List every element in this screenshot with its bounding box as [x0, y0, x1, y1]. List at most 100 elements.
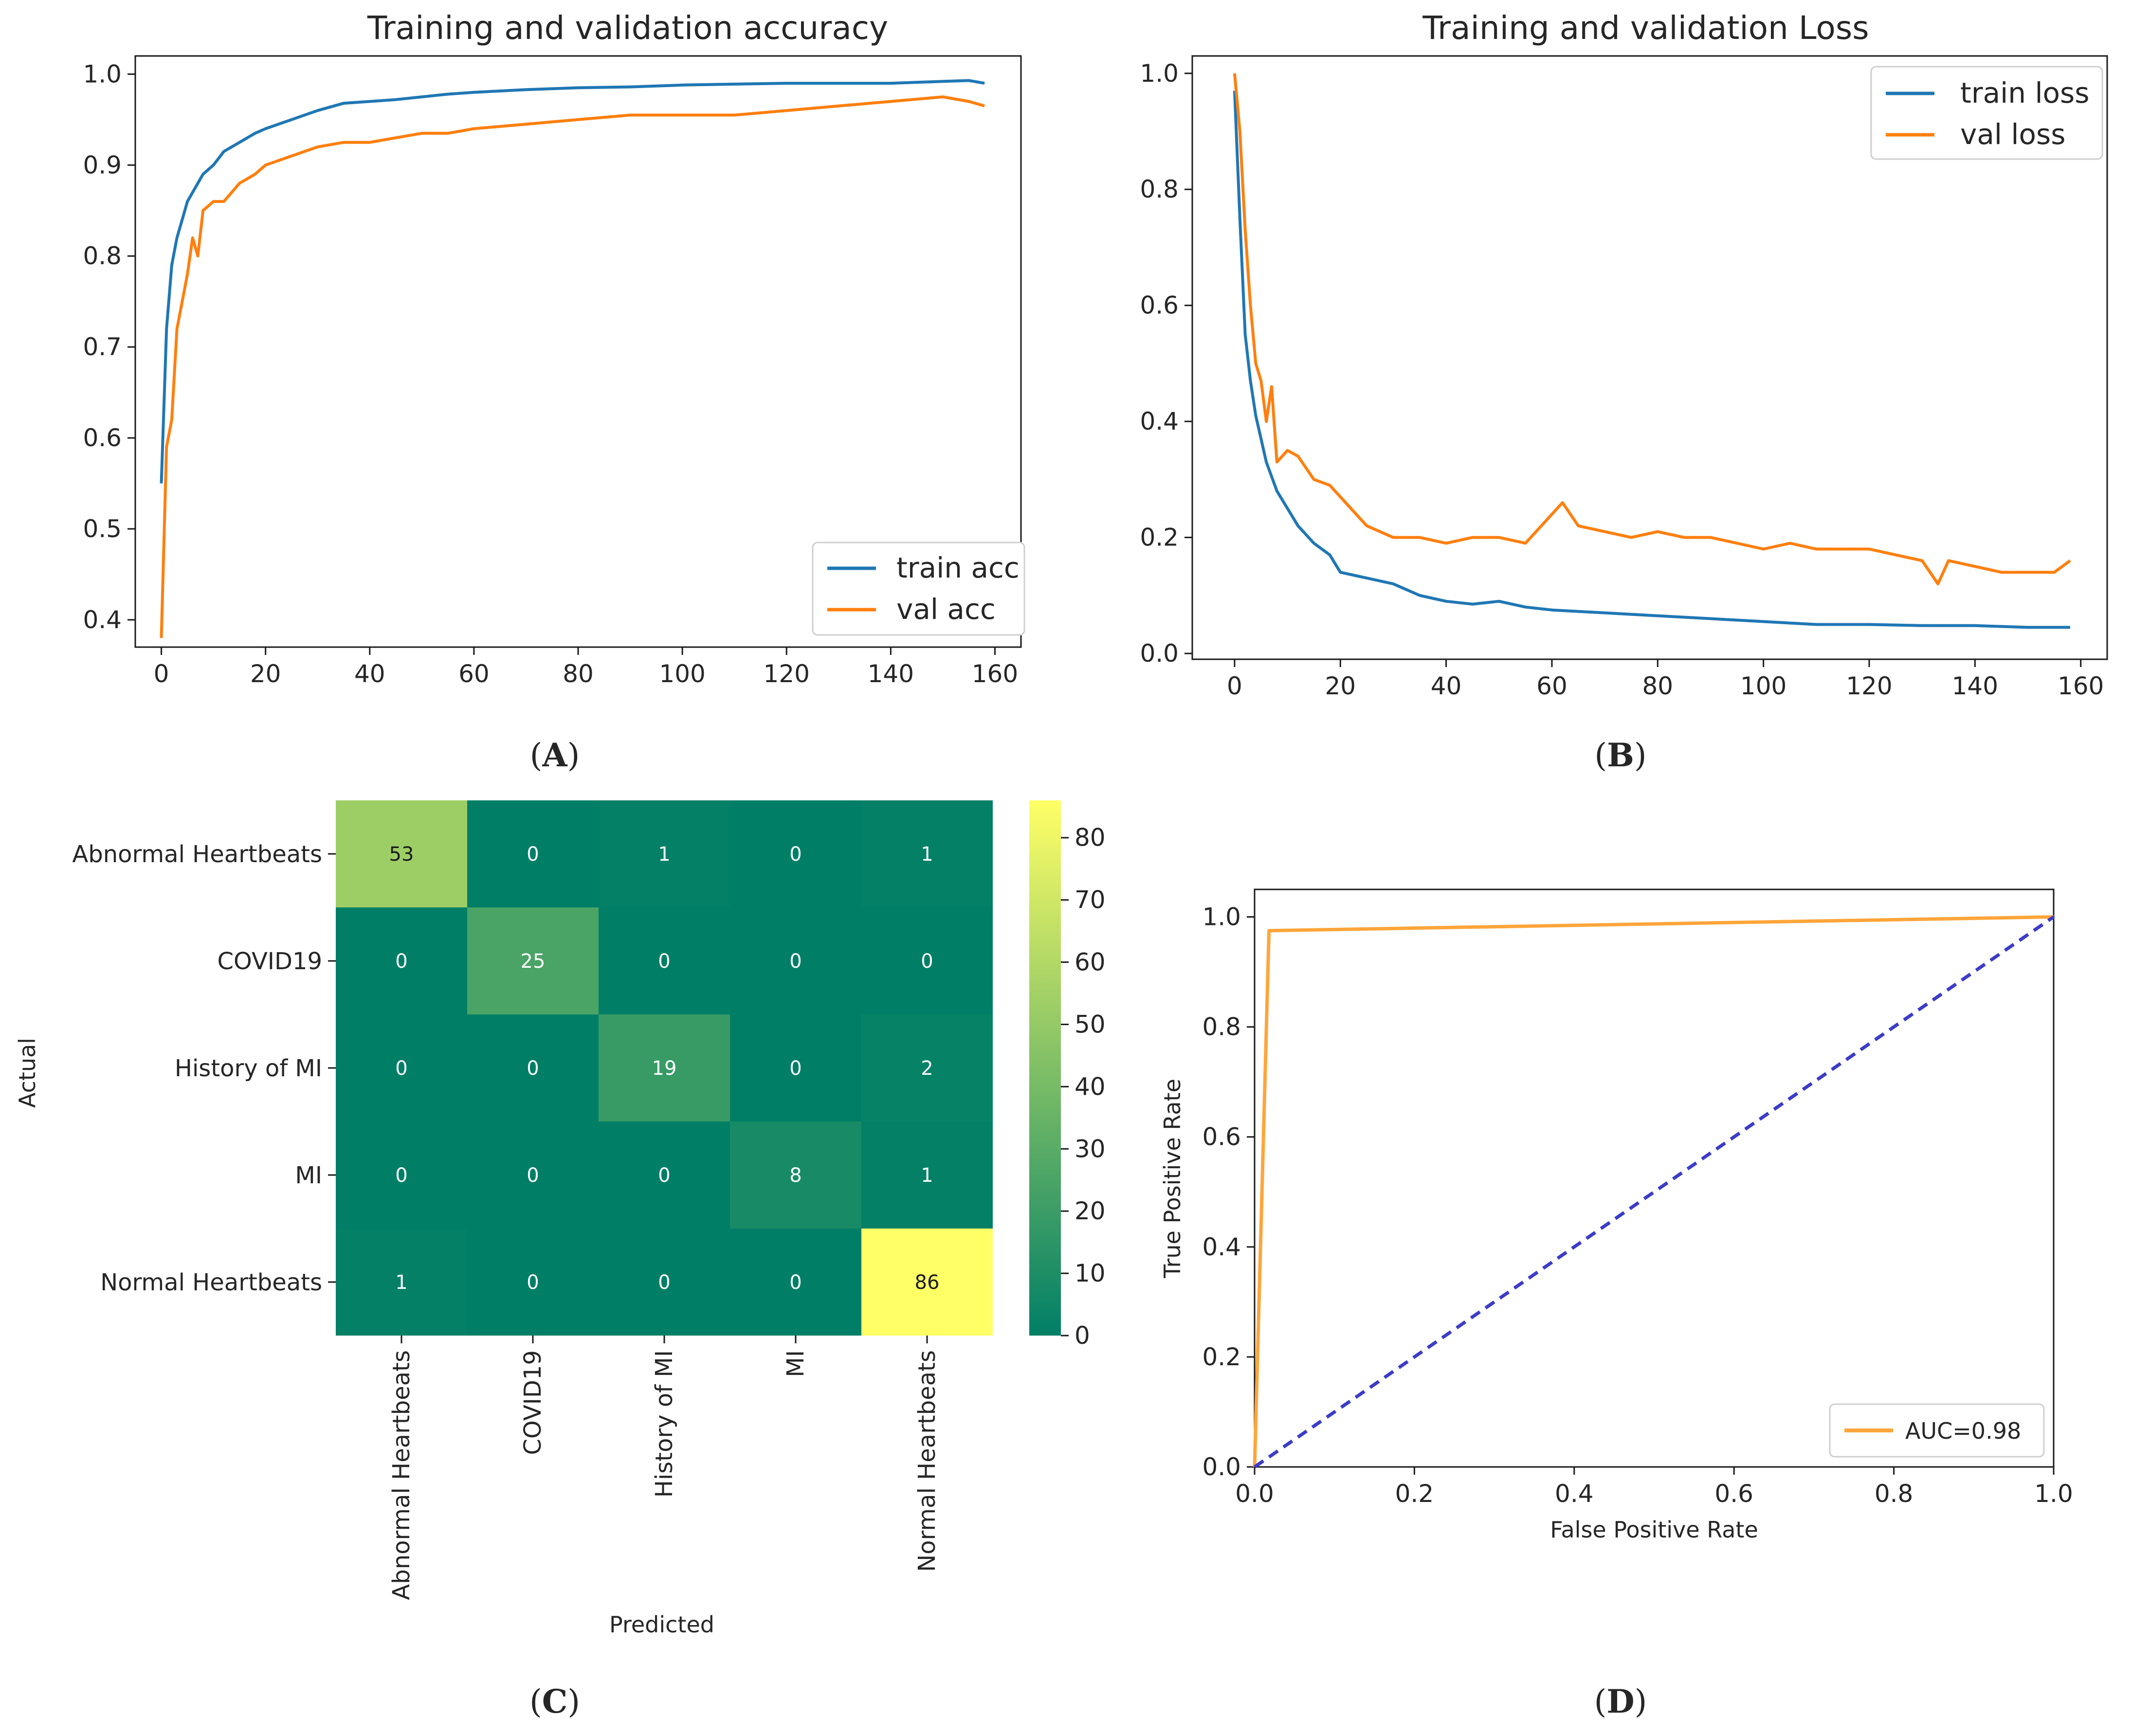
colorbar-tick-label: 30 — [1075, 1135, 1106, 1163]
confusion-ylabel: Actual — [14, 1038, 40, 1108]
B-xtick-label: 160 — [2058, 672, 2104, 700]
confusion-cell — [599, 907, 730, 1014]
A-ytick-label: 0.6 — [83, 424, 122, 452]
B-ytick-label: 0.2 — [1140, 524, 1179, 552]
roc-legend: AUC=0.98 — [1829, 1403, 2045, 1458]
D-xtick-label: 0.6 — [1714, 1480, 1753, 1508]
panel-label-d: (D) — [1594, 1682, 1647, 1720]
accuracy-chart: Training and validation accuracy 0 20 40 60… — [83, 9, 1025, 688]
confusion-cell-value: 53 — [389, 843, 414, 866]
A-ytick-label: 0.5 — [83, 515, 122, 543]
confusion-cell-value: 1 — [921, 843, 933, 866]
colorbar-tick-label: 40 — [1075, 1072, 1106, 1101]
B-xtick-label: 80 — [1642, 672, 1673, 700]
confusion-cell-value: 0 — [395, 1164, 407, 1187]
confusion-xlabel: Predicted — [609, 1611, 714, 1638]
B-xtick-label: 120 — [1846, 672, 1892, 700]
confusion-cell-value: 0 — [527, 1271, 539, 1294]
confusion-cell — [336, 1229, 467, 1336]
A-ytick-label: 1.0 — [83, 60, 122, 88]
confusion-cell-value: 1 — [921, 1164, 933, 1187]
confusion-cell-value: 1 — [395, 1271, 407, 1294]
confusion-cell-value: 0 — [658, 1271, 670, 1294]
confusion-cell-value: 0 — [789, 1271, 802, 1294]
confusion-cell — [861, 1121, 993, 1229]
confusion-col-label: MI — [782, 1350, 809, 1377]
B-ytick-label: 1.0 — [1140, 59, 1179, 88]
panel-label-d-letter: D — [1606, 1682, 1634, 1720]
A-series-train-acc — [160, 79, 985, 484]
confusion-cell-value: 1 — [658, 843, 670, 866]
confusion-cell — [336, 1121, 467, 1229]
confusion-row-label: Abnormal Heartbeats — [72, 841, 322, 868]
A-ytick-label: 0.9 — [83, 151, 122, 179]
confusion-row-label: MI — [295, 1162, 322, 1189]
colorbar-tick-label: 0 — [1075, 1321, 1090, 1350]
confusion-cell-value: 0 — [789, 843, 802, 866]
confusion-cell — [730, 1014, 861, 1121]
panel-label-a: (A) — [530, 736, 580, 774]
confusion-row-label: COVID19 — [218, 948, 322, 975]
roc-ylabel: True Positive Rate — [1159, 1079, 1185, 1279]
confusion-cell — [467, 1229, 599, 1336]
panel-label-c: (C) — [529, 1682, 580, 1720]
A-ytick-label: 0.8 — [83, 242, 122, 270]
A-xtick-label: 160 — [972, 660, 1018, 688]
confusion-cell — [730, 1229, 861, 1336]
D-series-auc-0-98 — [1253, 915, 2054, 1467]
confusion-cell-value: 0 — [527, 1164, 539, 1187]
B-ytick-label: 0.4 — [1140, 407, 1179, 435]
A-xtick-label: 60 — [458, 660, 490, 688]
confusion-cell — [467, 907, 599, 1014]
confusion-cell-value: 0 — [658, 950, 670, 973]
colorbar-tick-label: 20 — [1075, 1197, 1106, 1225]
loss-chart-title: Training and validation Loss — [1422, 9, 1869, 47]
confusion-cell-value: 0 — [527, 843, 539, 866]
confusion-cell-value: 0 — [921, 950, 933, 973]
confusion-cell-value: 19 — [652, 1057, 677, 1080]
panel-label-a-letter: A — [542, 736, 567, 774]
confusion-col-label: Normal Heartbeats — [913, 1350, 941, 1572]
confusion-row-label: History of MI — [175, 1055, 322, 1082]
confusion-cell — [599, 1121, 730, 1229]
B-xtick-label: 100 — [1740, 672, 1786, 700]
A-xtick-label: 100 — [659, 660, 705, 688]
confusion-cell — [730, 907, 861, 1014]
confusion-cell-value: 0 — [789, 950, 802, 973]
B-ytick-label: 0.6 — [1140, 291, 1179, 320]
confusion-cell — [599, 1014, 730, 1121]
D-ytick-label: 0.8 — [1202, 1013, 1241, 1041]
confusion-cell-value: 0 — [527, 1057, 539, 1080]
A-xtick-label: 80 — [563, 660, 594, 688]
colorbar — [1029, 800, 1061, 1336]
confusion-cell — [861, 1014, 993, 1121]
confusion-cell — [861, 907, 993, 1014]
D-xtick-label: 0.4 — [1555, 1480, 1594, 1508]
confusion-cell — [861, 1229, 993, 1336]
D-xtick-label: 0.8 — [1875, 1480, 1913, 1508]
confusion-cell-value: 0 — [789, 1057, 802, 1080]
colorbar-tick-label: 70 — [1075, 886, 1106, 914]
B-xtick-label: 40 — [1431, 672, 1462, 700]
B-series-train-loss — [1233, 90, 2070, 629]
panel-label-b-letter: B — [1607, 736, 1634, 774]
legend-label-auc: AUC=0.98 — [1905, 1418, 2021, 1444]
B-xtick-label: 0 — [1227, 672, 1242, 700]
confusion-cell — [861, 800, 993, 907]
confusion-cell — [336, 800, 467, 907]
A-ytick-label: 0.7 — [83, 333, 122, 361]
B-xtick-label: 140 — [1952, 672, 1998, 700]
loss-legend: train loss val loss — [1870, 66, 2103, 160]
panel-label-c-letter: C — [542, 1682, 568, 1720]
A-series-val-acc — [160, 95, 985, 638]
D-xtick-label: 1.0 — [2034, 1480, 2073, 1508]
confusion-cell — [336, 907, 467, 1014]
confusion-cell — [467, 1121, 599, 1229]
A-xtick-label: 120 — [764, 660, 810, 688]
A-ytick-label: 0.4 — [83, 606, 122, 634]
confusion-cell — [467, 800, 599, 907]
confusion-cell-value: 0 — [395, 1057, 407, 1080]
panel-label-b: (B) — [1594, 736, 1646, 774]
roc-plot-area — [1254, 888, 2055, 1468]
